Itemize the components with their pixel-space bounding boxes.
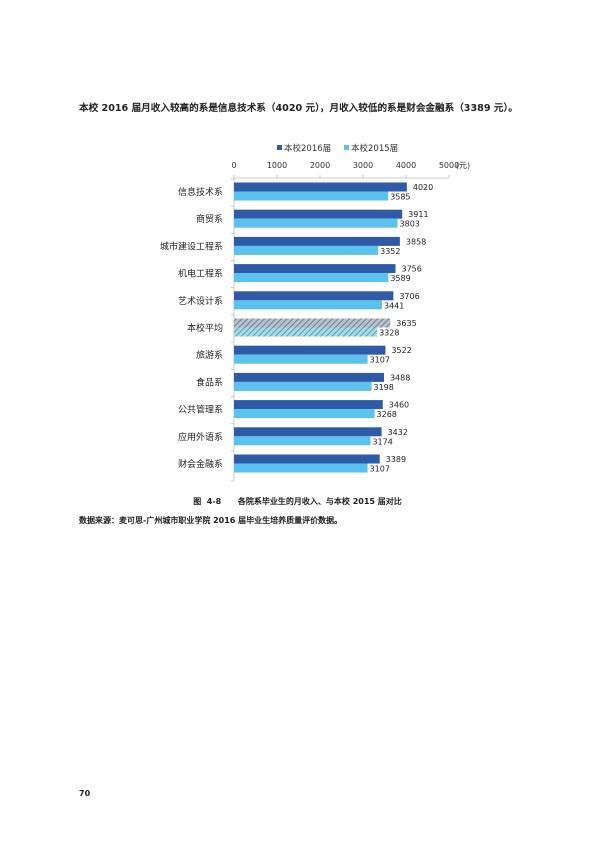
x-tick-label: 5000: [439, 161, 459, 170]
bar-2016: [234, 182, 407, 192]
category-label: 艺术设计系: [178, 295, 223, 307]
category-label: 食品系: [196, 376, 223, 388]
legend-swatch-2016: [277, 145, 282, 150]
bar-2016: [234, 454, 380, 464]
data-label-2016: 3432: [388, 428, 408, 437]
x-tick-label: 1000: [267, 161, 287, 170]
bar-2015: [234, 409, 375, 419]
data-label-2015: 3589: [390, 274, 410, 283]
data-label-2015: 3107: [370, 465, 390, 474]
data-label-2016: 4020: [413, 183, 433, 192]
category-label: 财会金融系: [178, 458, 223, 470]
bar-2016: [234, 400, 383, 410]
category-label: 城市建设工程系: [160, 240, 223, 252]
data-label-2015: 3803: [400, 220, 420, 229]
legend-label-2015: 本校2015届: [351, 143, 398, 154]
category-label: 旅游系: [196, 349, 223, 361]
bar-2016: [234, 291, 394, 301]
data-label-2015: 3107: [370, 356, 390, 365]
bar-2015: [234, 218, 398, 228]
bar-2015: [234, 245, 379, 255]
data-label-2016: 3858: [406, 237, 426, 246]
data-label-2015: 3328: [379, 329, 399, 338]
page-number: 70: [79, 789, 91, 798]
data-label-2016: 3488: [390, 373, 410, 382]
x-tick-label: 3000: [353, 161, 373, 170]
data-label-2016: 3911: [408, 210, 428, 219]
data-label-2015: 3585: [390, 193, 410, 202]
data-label-2016: 3522: [391, 346, 411, 355]
chart-legend: 本校2016届 本校2015届: [277, 143, 398, 154]
x-tick-label: 0: [231, 161, 236, 170]
data-label-2016: 3389: [386, 455, 406, 464]
category-label: 应用外语系: [178, 431, 223, 443]
income-bar-chart: 本校2016届 本校2015届 0 1000 2000 3000 4000 5000(元) …: [160, 143, 470, 482]
bar-2016: [234, 345, 386, 355]
bar-2016: [234, 264, 396, 274]
data-label-2015: 3441: [384, 301, 404, 310]
data-label-2015: 3352: [380, 247, 400, 256]
bar-2016: [234, 209, 403, 219]
category-labels: 信息技术系商贸系城市建设工程系机电工程系艺术设计系本校平均旅游系食品系公共管理系…: [160, 186, 223, 470]
x-unit-label: (元): [456, 161, 470, 170]
bar-2015: [234, 381, 372, 391]
data-label-2016: 3635: [396, 319, 416, 328]
category-label: 商贸系: [196, 213, 223, 225]
intro-paragraph: 本校 2016 届月收入较高的系是信息技术系（4020 元），月收入较低的系是财…: [79, 103, 518, 114]
figure-caption: 图 4-8 各院系毕业生的月收入、与本校 2015 届对比: [193, 497, 402, 506]
bar-2016: [234, 236, 400, 246]
category-label: 机电工程系: [178, 268, 223, 280]
bar-2015: [234, 354, 368, 364]
bar-2016: [234, 427, 382, 437]
bar-2015: [234, 300, 382, 310]
legend-swatch-2015: [344, 145, 349, 150]
data-label-2015: 3268: [377, 410, 397, 419]
category-label: 本校平均: [187, 322, 223, 334]
data-label-2016: 3756: [402, 265, 422, 274]
data-label-2016: 3706: [399, 292, 419, 301]
bar-2015: [234, 273, 389, 283]
bar-2015: [234, 191, 389, 201]
category-label: 公共管理系: [178, 404, 223, 416]
bar-2015: [234, 463, 368, 473]
data-label-2015: 3198: [374, 383, 394, 392]
data-label-2015: 3174: [372, 437, 392, 446]
data-source-note: 数据来源：麦可思-广州城市职业学院 2016 届毕业生培养质量评价数据。: [79, 516, 343, 525]
x-tick-label: 4000: [396, 161, 416, 170]
legend-label-2016: 本校2016届: [284, 143, 331, 154]
category-label: 信息技术系: [178, 186, 223, 198]
bar-2015: [234, 327, 378, 337]
bar-2015: [234, 436, 371, 446]
bar-2016: [234, 372, 384, 382]
x-tick-label: 2000: [310, 161, 330, 170]
data-label-2016: 3460: [389, 401, 409, 410]
bar-2016: [234, 318, 391, 328]
